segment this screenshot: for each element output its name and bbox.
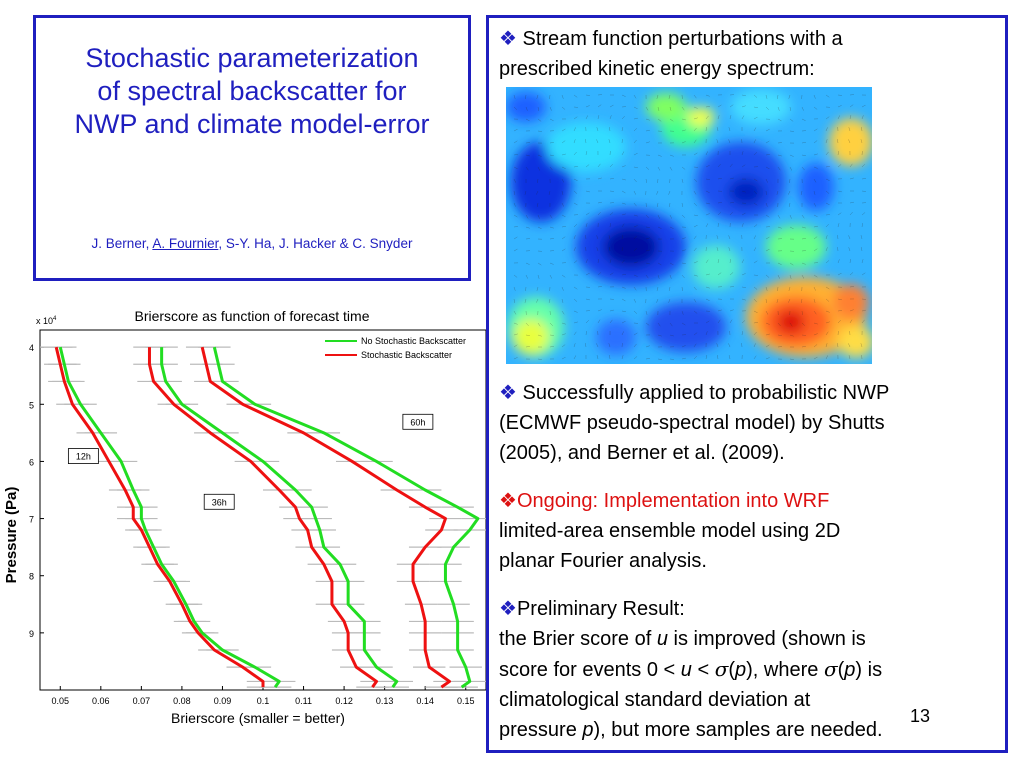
bullet-text: Successfully applied to probabilistic NW…	[516, 382, 890, 404]
y-axis-label: Pressure (Pa)	[3, 487, 20, 584]
y-tick-label: 6	[29, 457, 34, 467]
y-tick-label: 7	[29, 515, 34, 525]
title-line-1: Stochastic parameterization	[85, 43, 419, 73]
chart-svg: Brierscore as function of forecast time …	[3, 308, 495, 726]
x-tick-label: 0.07	[133, 696, 151, 706]
annotation-label: 36h	[212, 497, 227, 507]
bullet-text-line3: (2005), and Berner et al. (2009).	[499, 442, 785, 464]
bullet-text-line3: planar Fourier analysis.	[499, 550, 707, 572]
y-tick-label: 8	[29, 572, 34, 582]
title-line-3: NWP and climate model-error	[74, 109, 430, 139]
y-tick-label: 4	[29, 343, 34, 353]
authors-presenter: A. Fournier	[152, 236, 219, 251]
x-tick-label: 0.06	[92, 696, 110, 706]
stream-function-heatmap	[506, 87, 872, 364]
bullet-text: Preliminary Result:	[516, 598, 685, 620]
brier-score-chart: Brierscore as function of forecast time …	[0, 295, 495, 733]
x-tick-label: 0.13	[376, 696, 394, 706]
chart-title: Brierscore as function of forecast time	[135, 308, 370, 324]
bullet-successfully-applied: ❖ Successfully applied to probabilistic …	[499, 378, 889, 468]
series-line-60h	[212, 346, 480, 689]
bullet-text-line2: the Brier score of u is improved (shown …	[499, 628, 866, 650]
y-tick-label: 5	[29, 400, 34, 410]
x-axis-label: Brierscore (smaller = better)	[171, 710, 345, 726]
series-line-36h	[147, 347, 379, 689]
bullet-stream-function: ❖ Stream function perturbations with a p…	[499, 24, 843, 84]
diamond-bullet-icon: ❖	[499, 28, 517, 50]
series-line-36h	[160, 347, 399, 689]
series-line-60h	[200, 346, 452, 689]
x-tick-label: 0.11	[295, 696, 312, 706]
diamond-bullet-icon: ❖	[499, 382, 517, 404]
authors-suffix: , S-Y. Ha, J. Hacker & C. Snyder	[218, 236, 413, 251]
author-list: J. Berner, A. Fournier, S-Y. Ha, J. Hack…	[36, 236, 468, 251]
x-tick-label: 0.08	[173, 696, 191, 706]
x-tick-label: 0.05	[52, 696, 70, 706]
bullet-text-line2: (ECMWF pseudo-spectral model) by Shutts	[499, 412, 885, 434]
plot-frame	[39, 329, 487, 691]
legend-label-no-backscatter: No Stochastic Backscatter	[361, 336, 466, 346]
diamond-bullet-icon: ❖	[499, 490, 517, 512]
x-tick-label: 0.1	[257, 696, 270, 706]
annotation-box	[402, 413, 434, 430]
authors-prefix: J. Berner,	[91, 236, 153, 251]
x-tick-label: 0.15	[457, 696, 475, 706]
annotation-box	[203, 493, 235, 510]
x-tick-label: 0.09	[214, 696, 232, 706]
y-scale-factor: x 104	[36, 316, 57, 326]
bullet-preliminary-result: ❖Preliminary Result: the Brier score of …	[499, 594, 883, 745]
diamond-bullet-icon: ❖	[499, 598, 517, 620]
bullet-ongoing: ❖Ongoing: Implementation into WRF limite…	[499, 486, 840, 576]
bullet-text-line4: climatological standard deviation at	[499, 689, 811, 711]
ongoing-label: Ongoing: Implementation into WRF	[516, 490, 830, 512]
legend-label-backscatter: Stochastic Backscatter	[361, 350, 452, 360]
bullet-text-line3: score for events 0 < u < σ(p), where σ(p…	[499, 657, 883, 681]
series-line-12h	[58, 346, 281, 689]
bullet-text-line2: limited-area ensemble model using 2D	[499, 520, 841, 542]
x-tick-label: 0.14	[416, 696, 434, 706]
slide-title: Stochastic parameterization of spectral …	[36, 42, 468, 141]
heatmap-image	[506, 87, 872, 364]
title-panel: Stochastic parameterization of spectral …	[33, 15, 471, 281]
annotation-label: 12h	[76, 452, 91, 462]
x-tick-label: 0.12	[335, 696, 353, 706]
series-line-12h	[54, 346, 265, 688]
title-line-2: of spectral backscatter for	[97, 76, 407, 106]
annotation-box	[67, 448, 99, 464]
bullet-text-line2: prescribed kinetic energy spectrum:	[499, 58, 815, 80]
annotation-label: 60h	[410, 417, 425, 427]
y-tick-label: 9	[29, 629, 34, 639]
slide-number: 13	[910, 706, 931, 726]
bullet-text-line5: pressure p), but more samples are needed…	[499, 719, 883, 741]
bullet-text: Stream function perturbations with a	[516, 28, 843, 50]
